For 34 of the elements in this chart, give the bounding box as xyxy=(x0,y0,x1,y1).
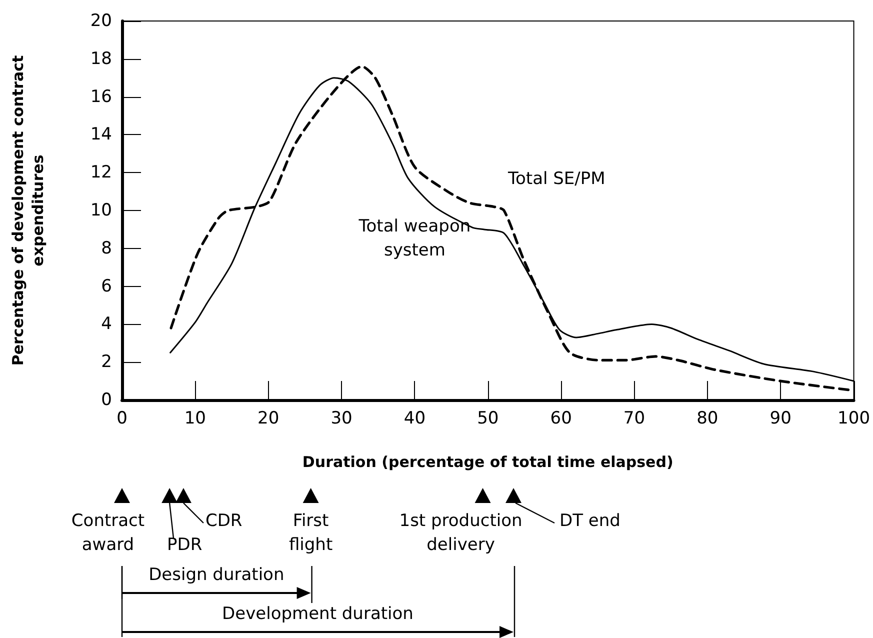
text: Design duration xyxy=(148,565,284,585)
y-tick-label: 8 xyxy=(101,238,112,258)
x-tick-label: 80 xyxy=(696,408,718,428)
x-axis-title: Duration (percentage of total time elapsed) xyxy=(302,453,674,471)
series-label: Total weapon system xyxy=(358,216,471,260)
text: PDR xyxy=(166,535,202,555)
y-tick-label: 20 xyxy=(90,11,112,31)
x-tick-label: 70 xyxy=(623,408,646,428)
x-tick-label: 60 xyxy=(550,408,572,428)
text: DT end xyxy=(560,511,620,531)
x-tick-label: 100 xyxy=(838,408,870,428)
text: First flight xyxy=(288,511,333,555)
y-tick-label: 2 xyxy=(101,352,112,372)
x-tick-label: 0 xyxy=(116,408,128,428)
x-tick-label: 10 xyxy=(184,408,206,428)
x-tick-label: 90 xyxy=(770,408,792,428)
x-tick-label: 30 xyxy=(330,408,352,428)
y-tick-label: 12 xyxy=(90,162,112,183)
x-tick-label: 20 xyxy=(258,408,280,428)
text: Development duration xyxy=(222,604,414,624)
y-tick-label: 6 xyxy=(101,276,112,296)
series-label: Total SE/PM xyxy=(507,168,606,189)
y-tick-label: 0 xyxy=(101,390,112,410)
y-tick-label: 16 xyxy=(90,86,112,107)
y-tick-label: 10 xyxy=(90,200,112,220)
x-tick-label: 50 xyxy=(477,408,499,428)
text: 1st production delivery xyxy=(399,511,522,555)
x-tick-label: 40 xyxy=(404,408,426,428)
y-axis-title: Percentage of development contract expenditures xyxy=(9,55,47,366)
text: CDR xyxy=(205,511,242,531)
y-tick-label: 18 xyxy=(90,48,112,69)
text: Contract award xyxy=(71,511,145,555)
y-tick-label: 4 xyxy=(101,314,112,334)
y-tick-label: 14 xyxy=(90,124,112,145)
